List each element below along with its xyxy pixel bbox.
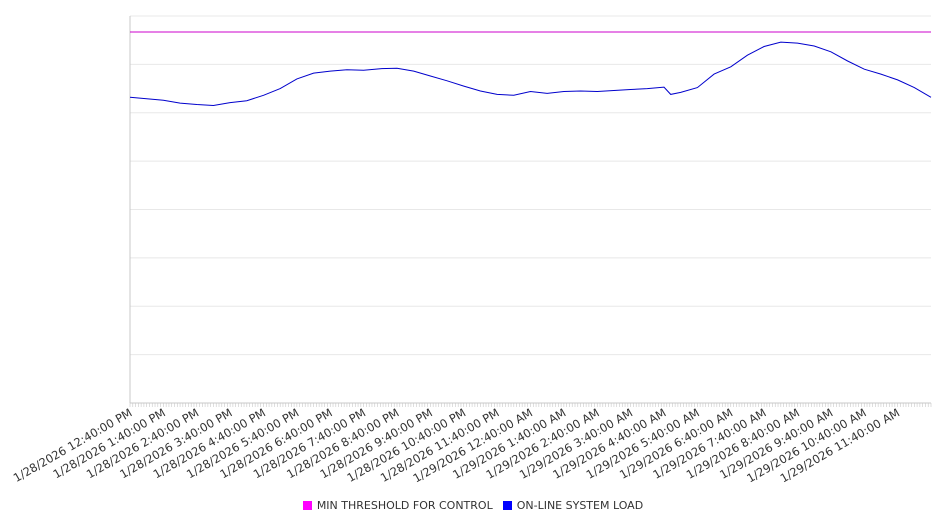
legend-swatch-threshold bbox=[302, 501, 312, 510]
legend-item-threshold[interactable]: MIN THRESHOLD FOR CONTROL bbox=[302, 499, 493, 512]
legend-item-load[interactable]: ON-LINE SYSTEM LOAD bbox=[502, 499, 644, 512]
legend-label-load: ON-LINE SYSTEM LOAD bbox=[516, 499, 644, 512]
system-load-line bbox=[129, 41, 932, 107]
legend-label-threshold: MIN THRESHOLD FOR CONTROL bbox=[316, 499, 493, 512]
legend: MIN THRESHOLD FOR CONTROL ON-LINE SYSTEM… bbox=[0, 499, 946, 512]
legend-swatch-load bbox=[502, 501, 512, 510]
